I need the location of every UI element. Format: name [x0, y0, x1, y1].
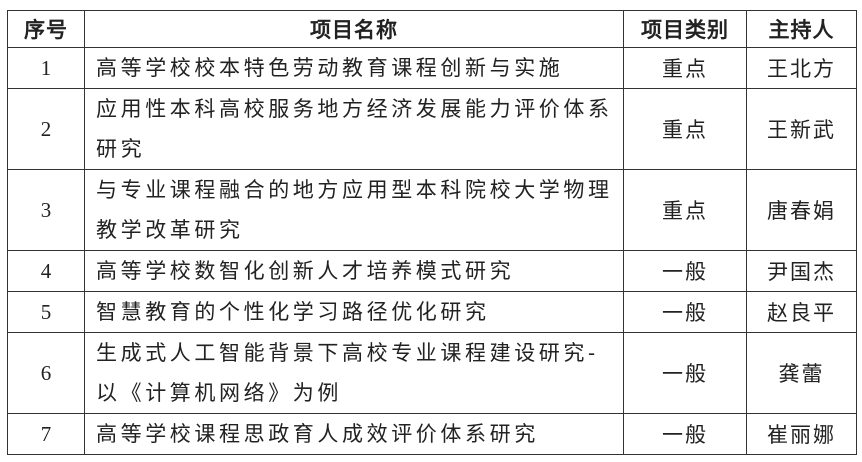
row-name: 与专业课程融合的地方应用型本科院校大学物理教学改革研究 — [84, 169, 624, 251]
row-no: 5 — [7, 291, 85, 333]
row-name: 高等学校校本特色劳动教育课程创新与实施 — [84, 47, 624, 89]
row-name: 高等学校数智化创新人才培养模式研究 — [84, 250, 624, 292]
row-no: 1 — [7, 47, 85, 89]
table-row: 3 与专业课程融合的地方应用型本科院校大学物理教学改革研究 重点 唐春娟 — [7, 169, 857, 251]
row-name: 智慧教育的个性化学习路径优化研究 — [84, 291, 624, 333]
table-row: 6 生成式人工智能背景下高校专业课程建设研究-以《计算机网络》为例 一般 龚蕾 — [7, 332, 857, 414]
row-no: 2 — [7, 88, 85, 170]
header-no: 序号 — [7, 10, 85, 48]
table-row: 2 应用性本科高校服务地方经济发展能力评价体系研究 重点 王新武 — [7, 88, 857, 170]
header-name: 项目名称 — [84, 10, 624, 48]
table-row: 7 高等学校课程思政育人成效评价体系研究 一般 崔丽娜 — [7, 413, 857, 455]
header-host: 主持人 — [746, 10, 857, 48]
row-no: 7 — [7, 413, 85, 455]
row-host: 唐春娟 — [746, 169, 857, 251]
row-type: 重点 — [623, 169, 747, 251]
header-row: 序号 项目名称 项目类别 主持人 — [7, 10, 857, 48]
row-type: 一般 — [623, 291, 747, 333]
row-type: 一般 — [623, 250, 747, 292]
row-host: 王北方 — [746, 47, 857, 89]
table-row: 4 高等学校数智化创新人才培养模式研究 一般 尹国杰 — [7, 250, 857, 292]
row-host: 尹国杰 — [746, 250, 857, 292]
row-host: 崔丽娜 — [746, 413, 857, 455]
table-row: 1 高等学校校本特色劳动教育课程创新与实施 重点 王北方 — [7, 47, 857, 89]
row-no: 3 — [7, 169, 85, 251]
row-no: 4 — [7, 250, 85, 292]
row-name: 应用性本科高校服务地方经济发展能力评价体系研究 — [84, 88, 624, 170]
table-row: 5 智慧教育的个性化学习路径优化研究 一般 赵良平 — [7, 291, 857, 333]
row-host: 龚蕾 — [746, 332, 857, 414]
row-host: 王新武 — [746, 88, 857, 170]
row-type: 重点 — [623, 47, 747, 89]
row-type: 一般 — [623, 413, 747, 455]
row-name: 高等学校课程思政育人成效评价体系研究 — [84, 413, 624, 455]
row-type: 一般 — [623, 332, 747, 414]
row-type: 重点 — [623, 88, 747, 170]
header-type: 项目类别 — [623, 10, 747, 48]
project-table: 序号 项目名称 项目类别 主持人 1 高等学校校本特色劳动教育课程创新与实施 重… — [7, 10, 857, 455]
row-host: 赵良平 — [746, 291, 857, 333]
row-no: 6 — [7, 332, 85, 414]
row-name: 生成式人工智能背景下高校专业课程建设研究-以《计算机网络》为例 — [84, 332, 624, 414]
